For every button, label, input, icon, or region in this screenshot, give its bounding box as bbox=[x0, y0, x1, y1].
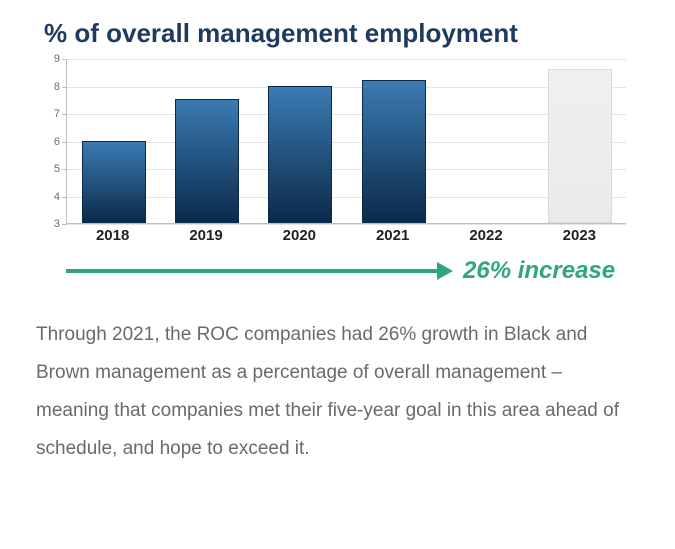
x-tick-label: 2023 bbox=[563, 227, 596, 244]
bar bbox=[82, 141, 146, 224]
increase-arrow: 26% increase bbox=[66, 254, 666, 288]
y-tick-mark bbox=[62, 142, 67, 143]
y-tick-label: 8 bbox=[54, 81, 60, 93]
y-tick-label: 6 bbox=[54, 136, 60, 148]
grid-line bbox=[67, 224, 626, 225]
y-tick-label: 4 bbox=[54, 191, 60, 203]
y-tick-label: 3 bbox=[54, 218, 60, 230]
bar bbox=[362, 80, 426, 223]
x-tick-label: 2018 bbox=[96, 227, 129, 244]
x-tick-label: 2020 bbox=[283, 227, 316, 244]
y-tick-mark bbox=[62, 59, 67, 60]
plot-area bbox=[66, 59, 626, 224]
chart: 3456789 201820192020202120222023 bbox=[36, 59, 636, 244]
arrow-line bbox=[66, 269, 438, 273]
x-tick-label: 2022 bbox=[469, 227, 502, 244]
y-tick-mark bbox=[62, 197, 67, 198]
y-tick-mark bbox=[62, 114, 67, 115]
y-tick-mark bbox=[62, 87, 67, 88]
grid-line bbox=[67, 142, 626, 143]
y-tick-label: 5 bbox=[54, 163, 60, 175]
body-paragraph: Through 2021, the ROC companies had 26% … bbox=[30, 316, 640, 468]
grid-line bbox=[67, 169, 626, 170]
x-tick-label: 2019 bbox=[189, 227, 222, 244]
arrow-head-icon bbox=[437, 262, 453, 280]
bar bbox=[548, 69, 612, 223]
grid-line bbox=[67, 197, 626, 198]
bar bbox=[175, 99, 239, 223]
increase-label: 26% increase bbox=[463, 257, 615, 285]
x-tick-label: 2021 bbox=[376, 227, 409, 244]
y-tick-label: 9 bbox=[54, 53, 60, 65]
grid-line bbox=[67, 87, 626, 88]
grid-line bbox=[67, 114, 626, 115]
x-axis: 2018 2019 2020 2021 2022 2023 bbox=[66, 227, 626, 247]
bar bbox=[268, 86, 332, 224]
grid-line bbox=[67, 59, 626, 60]
chart-title: % of overall management employment bbox=[30, 18, 645, 49]
y-tick-mark bbox=[62, 224, 67, 225]
y-tick-label: 7 bbox=[54, 108, 60, 120]
y-tick-mark bbox=[62, 169, 67, 170]
